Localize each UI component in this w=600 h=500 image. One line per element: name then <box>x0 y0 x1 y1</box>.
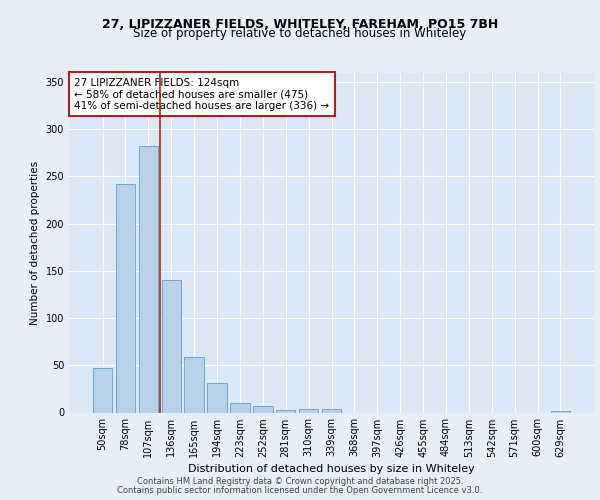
Y-axis label: Number of detached properties: Number of detached properties <box>30 160 40 324</box>
Bar <box>299 408 319 412</box>
Bar <box>230 403 250 412</box>
Bar <box>161 280 181 412</box>
Bar <box>184 357 204 412</box>
Text: Size of property relative to detached houses in Whiteley: Size of property relative to detached ho… <box>133 28 467 40</box>
Bar <box>551 410 570 412</box>
Bar <box>253 406 272 412</box>
Bar <box>208 383 227 412</box>
Text: Contains HM Land Registry data © Crown copyright and database right 2025.: Contains HM Land Registry data © Crown c… <box>137 477 463 486</box>
Bar <box>276 410 295 412</box>
Text: 27, LIPIZZANER FIELDS, WHITELEY, FAREHAM, PO15 7BH: 27, LIPIZZANER FIELDS, WHITELEY, FAREHAM… <box>102 18 498 30</box>
Bar <box>322 408 341 412</box>
Bar <box>139 146 158 412</box>
Bar <box>93 368 112 412</box>
Text: 27 LIPIZZANER FIELDS: 124sqm
← 58% of detached houses are smaller (475)
41% of s: 27 LIPIZZANER FIELDS: 124sqm ← 58% of de… <box>74 78 329 111</box>
Text: Contains public sector information licensed under the Open Government Licence v3: Contains public sector information licen… <box>118 486 482 495</box>
X-axis label: Distribution of detached houses by size in Whiteley: Distribution of detached houses by size … <box>188 464 475 474</box>
Bar <box>116 184 135 412</box>
